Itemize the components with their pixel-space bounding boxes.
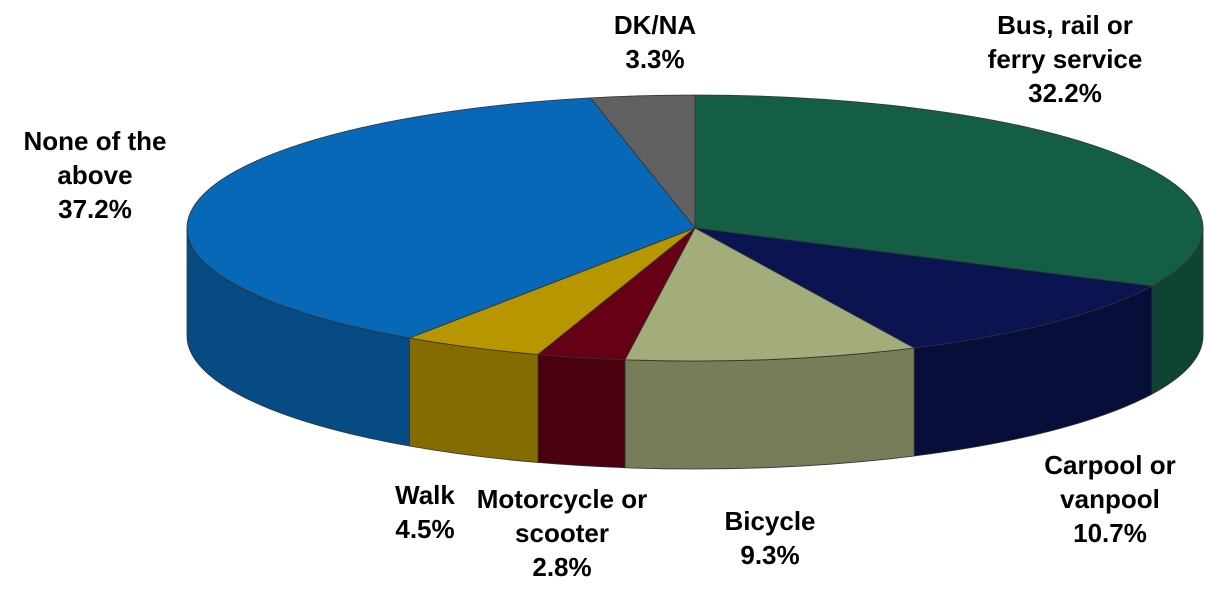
category-label: Carpool or vanpool	[1044, 450, 1176, 514]
slice-label: Carpool or vanpool 10.7%	[1025, 448, 1195, 550]
slice-label: Walk 4.5%	[380, 478, 470, 546]
value-label: 37.2%	[58, 194, 132, 224]
pie-side	[624, 347, 915, 470]
slice-label: Bus, rail or ferry service 32.2%	[965, 8, 1165, 110]
value-label: 10.7%	[1073, 518, 1147, 548]
pie-side	[409, 337, 539, 463]
pie-slice	[694, 227, 1154, 349]
category-label: Walk	[395, 480, 455, 510]
category-label: None of the above	[23, 126, 167, 190]
value-label: 2.8%	[532, 552, 592, 582]
value-label: 32.2%	[1028, 78, 1102, 108]
category-label: Bicycle	[724, 506, 816, 536]
pie-side	[537, 354, 626, 469]
category-label: Bus, rail or ferry service	[987, 10, 1143, 74]
category-label: DK/NA	[613, 10, 697, 40]
pie-slice	[624, 227, 916, 362]
pie-slice	[694, 94, 1204, 287]
slice-label: DK/NA 3.3%	[595, 8, 715, 76]
slice-label: None of the above 37.2%	[23, 124, 168, 226]
value-label: 9.3%	[740, 540, 800, 570]
slice-label: Bicycle 9.3%	[700, 504, 840, 572]
value-label: 3.3%	[625, 44, 685, 74]
pie-slice	[589, 94, 696, 230]
slice-label: Motorcycle or scooter 2.8%	[475, 482, 650, 584]
category-label: Motorcycle or scooter	[476, 484, 648, 548]
value-label: 4.5%	[395, 514, 455, 544]
pie-slice	[186, 97, 696, 339]
